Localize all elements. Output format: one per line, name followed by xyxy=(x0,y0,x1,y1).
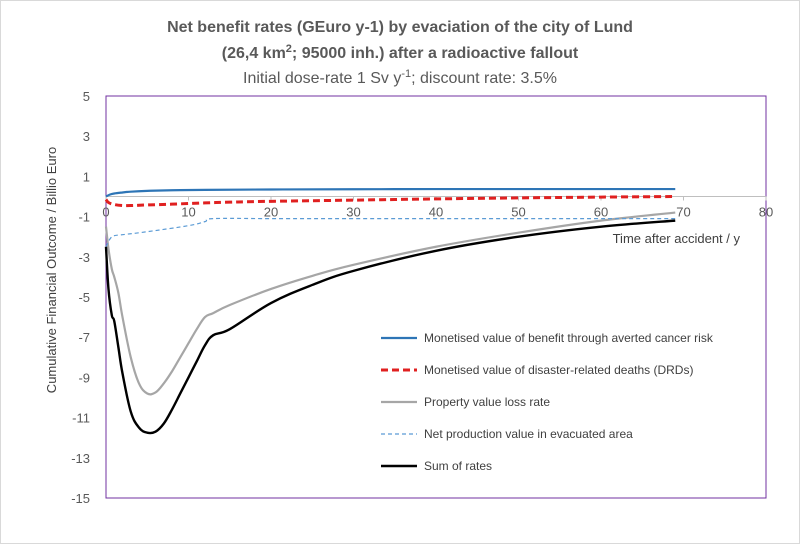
x-tick-label: 80 xyxy=(759,205,773,220)
chart-title-line2-post: ; 95000 inh.) after a radioactive fallou… xyxy=(292,45,579,62)
legend-label-sum-of-rates: Sum of rates xyxy=(424,459,492,473)
y-tick-label: -11 xyxy=(72,411,90,426)
x-tick-label: 70 xyxy=(676,205,690,220)
series-line-monetised-value-of-benefit-through-averted-cancer-risk xyxy=(105,187,676,198)
y-tick-label: -13 xyxy=(71,451,90,466)
chart-title-line2-pre: (26,4 km xyxy=(222,45,286,62)
legend-label-monetised-value-of-disaster-related-deaths-drds: Monetised value of disaster-related deat… xyxy=(424,363,693,377)
chart-title-line2: (26,4 km2; 95000 inh.) after a radioacti… xyxy=(222,43,579,62)
series-line-net-production-value-in-evacuated-area xyxy=(105,217,676,248)
y-tick-label: -3 xyxy=(78,250,90,265)
x-tick-label: 60 xyxy=(594,205,608,220)
chart-title-line1: Net benefit rates (GEuro y-1) by evaciat… xyxy=(167,19,633,36)
y-axis-label: Cumulative Financial Outcome / Billio Eu… xyxy=(44,147,59,393)
legend-label-net-production-value-in-evacuated-area: Net production value in evacuated area xyxy=(424,427,633,441)
series-line-monetised-value-of-disaster-related-deaths-drds xyxy=(104,195,676,208)
legend-label-property-value-loss-rate: Property value loss rate xyxy=(424,395,550,409)
series-line-property-value-loss-rate xyxy=(104,211,676,396)
x-tick-label: 50 xyxy=(511,205,525,220)
x-tick-label: 10 xyxy=(181,205,195,220)
y-tick-label: -7 xyxy=(78,330,90,345)
chart-subtitle-sup: -1 xyxy=(401,68,411,80)
x-axis-label: Time after accident / y xyxy=(613,231,741,246)
chart-subtitle-pre: Initial dose-rate 1 Sv y xyxy=(243,70,401,87)
y-tick-label: -15 xyxy=(71,491,90,506)
axis-layer: 0 10 20 30 40 50 60 70 80 5 3 1 -1 -3 -5 -7 -9 -11 -13 -15 xyxy=(71,89,773,506)
y-tick-label: -9 xyxy=(78,370,90,385)
series-layer xyxy=(104,187,676,435)
x-tick-label: 30 xyxy=(346,205,360,220)
legend-label-monetised-value-of-benefit-through-averted-cancer-risk: Monetised value of benefit through avert… xyxy=(424,331,714,345)
series-line-sum-of-rates xyxy=(104,219,676,435)
x-tick-label: 0 xyxy=(102,205,109,220)
y-tick-label: 3 xyxy=(83,129,90,144)
chart-title-line2-sup: 2 xyxy=(286,43,292,55)
chart-subtitle-post: ; discount rate: 3.5% xyxy=(411,70,557,87)
y-tick-label: 5 xyxy=(83,89,90,104)
y-tick-label: -1 xyxy=(78,210,90,225)
y-tick-label: 1 xyxy=(83,169,90,184)
legend: Monetised value of benefit through avert… xyxy=(381,331,714,473)
plot-area xyxy=(105,95,767,499)
chart-subtitle: Initial dose-rate 1 Sv y-1; discount rat… xyxy=(243,68,557,87)
y-tick-label: -5 xyxy=(78,290,90,305)
x-tick-label: 40 xyxy=(429,205,443,220)
x-tick-label: 20 xyxy=(264,205,278,220)
